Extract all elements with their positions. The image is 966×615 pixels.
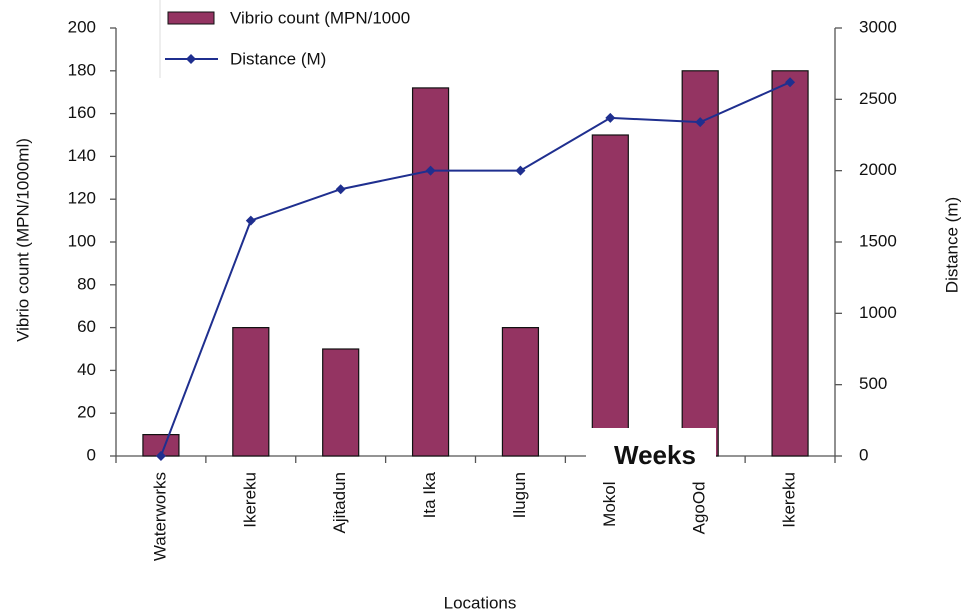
legend-swatch	[167, 11, 215, 25]
marker	[695, 117, 706, 128]
y-tick-label: 60	[77, 317, 96, 336]
marker	[605, 112, 616, 123]
annotation: Weeks	[614, 440, 696, 470]
y2-tick-label: 2000	[859, 160, 897, 179]
y2-tick-label: 1000	[859, 303, 897, 322]
x-tick-label: Waterworks	[150, 472, 169, 561]
y2-tick-label: 3000	[859, 17, 897, 36]
x-tick-label: Ajitadun	[330, 472, 349, 533]
y-tick-label: 40	[77, 360, 96, 379]
y-axis-label: Vibrio count (MPN/1000ml)	[13, 138, 32, 342]
bar	[591, 134, 629, 457]
y-tick-label: 0	[87, 445, 96, 464]
bar	[322, 348, 360, 457]
y2-tick-label: 0	[859, 445, 868, 464]
marker	[335, 184, 346, 195]
legend-box	[160, 0, 500, 78]
x-tick-label: AgoOdo	[690, 472, 709, 534]
legend-label: Vibrio count (MPN/1000	[230, 8, 410, 27]
bar	[501, 327, 540, 457]
bar	[681, 70, 719, 457]
y-tick-label: 80	[77, 274, 96, 293]
y2-axis-label: Distance (m)	[942, 197, 961, 293]
x-tick-label: Ita Ika	[420, 471, 439, 518]
x-tick-label: Ilugun	[510, 472, 529, 518]
marker	[155, 451, 166, 461]
y2-tick-label: 500	[859, 374, 887, 393]
marker	[245, 215, 256, 226]
y-tick-label: 180	[68, 60, 96, 79]
y2-tick-label: 1500	[859, 231, 897, 250]
legend-marker	[186, 54, 196, 64]
marker	[515, 165, 526, 176]
y-tick-label: 100	[68, 231, 96, 250]
bar	[411, 87, 450, 457]
y-tick-label: 120	[68, 189, 96, 208]
y-tick-label: 200	[68, 17, 96, 36]
marker	[425, 165, 436, 176]
bar	[232, 327, 270, 457]
marker	[785, 77, 796, 88]
y-tick-label: 140	[68, 146, 96, 165]
y-tick-label: 160	[68, 103, 96, 122]
x-axis-label: Locations	[444, 593, 517, 612]
x-tick-label: Mokola	[600, 471, 619, 526]
line	[160, 81, 791, 457]
y2-tick-label: 2500	[859, 89, 897, 108]
bar	[771, 70, 809, 457]
legend-label: Distance (M)	[230, 49, 326, 68]
x-tick-label: Ikereku	[240, 472, 259, 528]
y-tick-label: 20	[77, 403, 96, 422]
x-tick-label: Ikereku	[780, 472, 799, 528]
annotation-bg	[586, 428, 716, 482]
